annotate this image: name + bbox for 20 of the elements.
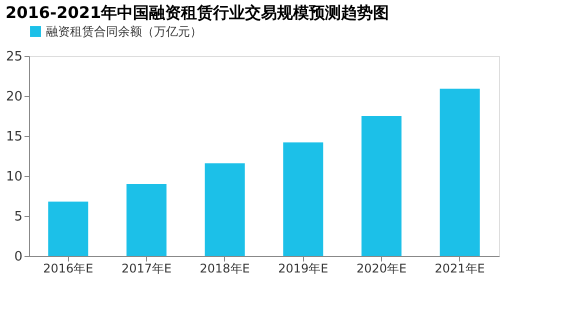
y-tick-label: 10 (6, 170, 22, 184)
x-tick-label: 2019年E (278, 262, 328, 276)
bar (204, 163, 245, 256)
bar (362, 116, 402, 256)
y-tick-label: 25 (6, 50, 22, 64)
x-tick-label: 2017年E (121, 262, 172, 276)
y-tick-label: 5 (14, 210, 22, 224)
x-tick-label: 2020年E (356, 262, 407, 276)
chart-title: 2016-2021年中国融资租赁行业交易规模预测趋势图 (5, 3, 390, 22)
y-tick-label: 0 (14, 250, 22, 264)
bar (48, 202, 88, 256)
x-tick-label: 2018年E (200, 262, 250, 276)
bar (440, 88, 480, 256)
legend-label: 融资租赁合同余额（万亿元） (46, 24, 202, 38)
x-tick-label: 2021年E (434, 262, 485, 276)
y-tick-label: 20 (6, 90, 22, 104)
x-tick-label: 2016年E (43, 262, 94, 276)
bar (283, 142, 324, 256)
bar (126, 184, 166, 256)
y-tick-label: 15 (6, 130, 22, 144)
